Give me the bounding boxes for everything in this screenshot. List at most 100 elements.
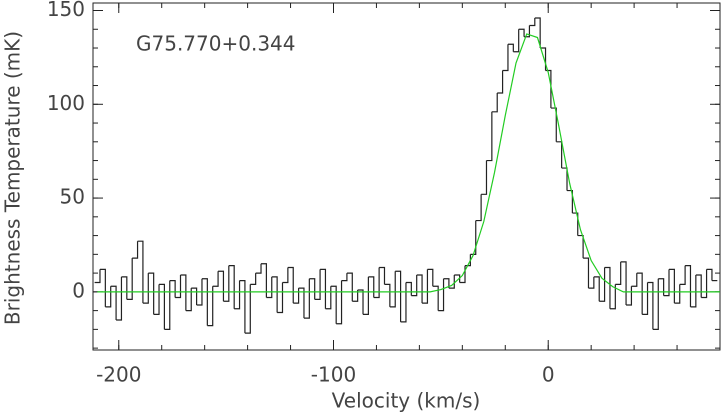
spectrum-step — [218, 270, 225, 302]
spectrum-step — [293, 288, 300, 304]
spectrum-step — [277, 282, 284, 314]
spectrum-step — [497, 70, 504, 94]
spectrum-step — [454, 274, 461, 283]
spectrum-step — [266, 276, 273, 299]
spectrum-step — [250, 273, 257, 285]
spectrum-step — [652, 278, 659, 330]
spectrum-step — [620, 261, 627, 305]
spectrum-step — [261, 263, 267, 298]
spectrum-step — [470, 220, 477, 255]
spectrum-step — [626, 286, 633, 306]
spectrum-step — [185, 288, 192, 312]
spectrum-step — [379, 266, 386, 285]
spectrum-step — [201, 278, 208, 326]
spectrum-step — [105, 286, 112, 308]
spectrum-step — [405, 281, 412, 296]
spectrum-step — [674, 284, 681, 304]
spectrum-step — [690, 274, 697, 308]
spectrum-step — [207, 286, 214, 327]
spectrum-step — [384, 283, 391, 307]
spectrum-step — [583, 257, 590, 289]
spectrum-step — [99, 268, 106, 307]
spectrum-step — [126, 258, 133, 300]
spectrum-step — [561, 167, 568, 191]
spectrum-step — [336, 280, 343, 325]
spectrum-step — [615, 261, 622, 285]
spectrum-step — [513, 29, 520, 53]
spectrum-step — [191, 287, 198, 305]
spectrum-step — [658, 278, 665, 296]
spectrum-step — [550, 107, 557, 142]
spectrum-step — [298, 287, 305, 319]
spectrum-step — [137, 240, 144, 304]
y-tick-label: 50 — [60, 185, 85, 209]
spectrum-step — [346, 272, 353, 302]
spectrum-step — [443, 278, 450, 289]
spectrum-step — [271, 276, 278, 313]
spectrum-step — [389, 271, 396, 308]
spectrum-step — [416, 274, 423, 304]
y-tick-label: 0 — [72, 278, 85, 302]
spectrum-step — [588, 276, 595, 289]
spectrum-step — [545, 69, 552, 109]
spectrum-step — [685, 264, 692, 307]
spectrum-step — [239, 280, 246, 334]
spectrum-step — [357, 289, 364, 315]
spectrum-step — [432, 285, 439, 311]
annotation: G75.770+0.344 — [136, 32, 296, 56]
spectrum-step — [234, 280, 241, 310]
spectrum-step — [411, 274, 418, 297]
spectrum-step — [572, 212, 579, 236]
spectrum-step — [636, 272, 643, 315]
spectrum-step — [363, 276, 369, 315]
spectrum-step — [228, 264, 235, 309]
spectrum-step — [164, 280, 171, 330]
spectrum-step — [352, 289, 359, 302]
spectrum-step — [244, 284, 251, 334]
spectrum-step — [159, 283, 165, 330]
plot-frame — [92, 2, 721, 351]
spectrum-step — [465, 254, 471, 267]
spectrum-step — [481, 160, 488, 195]
spectrum-step — [599, 267, 606, 302]
spectrum-step — [330, 285, 337, 324]
spectrum-step — [459, 265, 466, 284]
spectrum-step — [577, 234, 584, 259]
spectrum-step — [132, 241, 139, 259]
x-tick-label: -100 — [311, 363, 356, 387]
fit-line — [97, 33, 720, 293]
spectrum-step — [427, 268, 434, 287]
spectrum-step — [148, 272, 155, 315]
spectrum-step — [507, 43, 514, 52]
spectrum-step — [518, 28, 525, 37]
spectrum-step — [593, 276, 600, 302]
spectrum-step — [609, 284, 616, 310]
spectrum-step — [341, 273, 348, 282]
spectrum-step — [567, 189, 573, 214]
spectrum-step — [448, 274, 455, 289]
spectrum-step — [642, 282, 649, 315]
spectrum-step — [400, 282, 407, 323]
spectrum-step — [309, 278, 316, 300]
x-axis-label: Velocity (km/s) — [332, 389, 481, 413]
spectrum-step — [534, 17, 541, 49]
spectrum-step — [314, 269, 321, 300]
spectrum-step — [706, 268, 713, 281]
spectrum-step — [631, 273, 638, 287]
spectrum-step — [303, 278, 310, 319]
spectrum-step — [169, 280, 176, 298]
spectrum-step — [368, 276, 375, 298]
spectrum-step — [679, 265, 686, 285]
spectrum-step — [373, 267, 380, 299]
spectrum-step — [422, 269, 429, 304]
spectrum-step — [255, 263, 262, 274]
spectrum-step — [663, 269, 670, 297]
spectrum-step — [212, 271, 219, 287]
spectrum-step — [438, 278, 445, 312]
x-tick-label: 0 — [542, 363, 555, 387]
spectrum-step — [223, 265, 230, 302]
spectrum-step — [121, 276, 128, 300]
spectrum-step — [325, 286, 332, 310]
spectrum-step — [395, 270, 402, 322]
